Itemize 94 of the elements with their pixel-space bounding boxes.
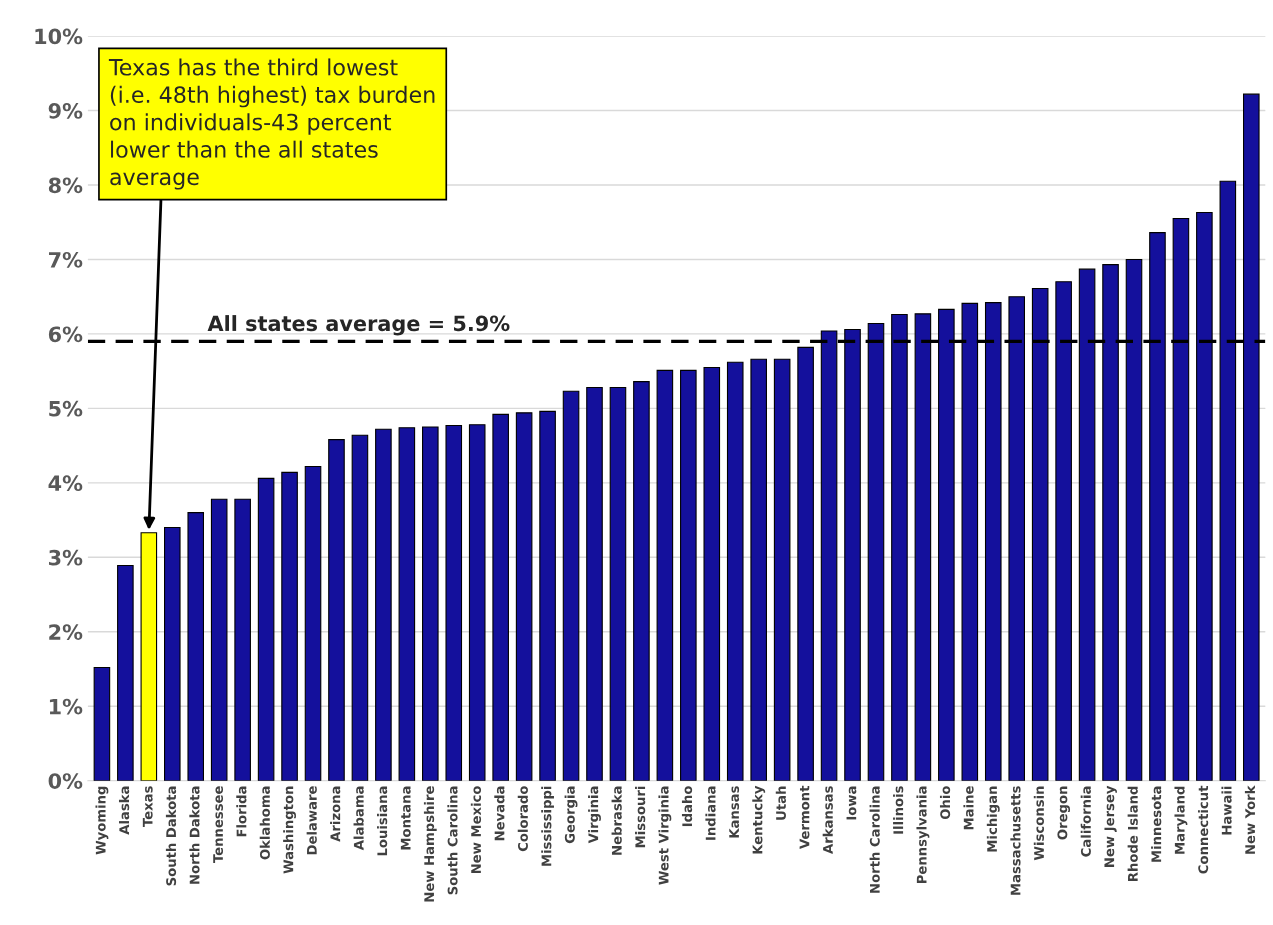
x-tick-label: Arizona [330,786,341,842]
x-tick-label: Oklahoma [259,786,270,860]
bar [163,526,181,781]
bar [750,358,767,781]
x-tick-label: Mississippi [541,786,554,866]
x-tick-label: Missouri [635,786,646,848]
y-tick-label: 9% [48,102,83,119]
bar [586,386,603,781]
y-tick-label: 5% [49,400,83,417]
x-tick-label: Nevada [494,786,505,841]
x-tick-label: New Hampshire [423,786,437,902]
x-tick-label: Indiana [705,786,716,840]
y-tick-label: 6% [48,326,83,343]
x-tick-label: Kentucky [752,785,766,854]
y-tick-label: 0% [48,773,83,789]
bar [351,434,369,781]
bar [680,369,697,781]
x-tick-label: Kansas [729,786,740,838]
x-tick-label: Washington [283,786,296,874]
x-tick-label: Maine [963,786,974,830]
ref-line-label: All states average = 5.9% [207,315,510,336]
x-tick-label: Pennsylvania [916,786,930,884]
x-tick-label: New Jersey [1104,785,1117,867]
x-tick-label: Oregon [1057,786,1071,840]
bar [93,666,111,781]
bar [656,369,674,781]
bar [797,346,814,781]
bar [609,386,627,781]
bar [187,512,205,781]
bar [234,498,251,781]
y-tick-label: 1% [49,698,83,715]
x-tick-label: New York [1244,785,1256,854]
bar [257,477,275,781]
x-tick-label: Alabama [353,786,364,851]
x-tick-label: Montana [400,786,411,850]
y-tick-label: 3% [49,549,83,566]
x-tick-label: Ohio [939,786,951,820]
x-tick-label: North Dakota [189,786,200,884]
x-tick-label: Maryland [1174,786,1188,854]
x-tick-label: Delaware [306,786,317,855]
bar [117,564,134,781]
y-tick-label: 4% [48,475,83,492]
bar [140,532,158,781]
bar [468,424,486,781]
bar [422,426,439,781]
bar [515,412,533,781]
x-tick-label: New Mexico [470,786,482,874]
x-tick-label: Idaho [681,786,693,827]
x-tick-label: Illinois [893,786,904,834]
y-tick-label: 8% [48,177,83,194]
bar [398,427,416,781]
y-tick-label: 2% [49,624,83,640]
x-tick-label: Florida [236,786,247,837]
x-tick-label: Michigan [986,786,1000,852]
bar [773,358,791,781]
x-tick-label: Wisconsin [1033,786,1045,861]
x-tick-label: Nebraska [611,786,622,855]
bar [562,390,580,781]
bar [492,413,509,781]
x-tick-label: Vermont [799,785,810,849]
x-tick-label: Utah [775,786,786,820]
x-tick-label: North Carolina [869,786,880,893]
x-tick-label: Alaska [118,786,130,835]
y-tick-label: 7% [49,251,83,268]
x-tick-label: Louisiana [377,786,388,856]
bar [304,465,322,781]
x-tick-label: Iowa [846,786,857,820]
x-tick-label: West Virginia [658,786,672,885]
x-tick-label: Colorado [517,786,528,852]
bar [703,366,721,781]
x-tick-label: California [1080,786,1091,857]
x-tick-label: Virginia [588,786,601,844]
x-tick-label: Arkansas [822,786,833,854]
bar [726,361,744,781]
x-tick-label: Tennessee [213,786,224,864]
bar [633,381,650,781]
x-tick-label: Minnesota [1151,786,1162,862]
bar [328,439,345,781]
x-tick-label: South Dakota [165,786,177,886]
x-tick-label: Texas [142,786,153,827]
x-tick-label: Rhode Island [1127,786,1138,881]
x-tick-label: Massachusetts [1010,786,1021,895]
annotation: Texas has the third lowest (i.e. 48th highest) tax burden on individuals-43 percent lower than the all states average [108,58,435,190]
bar [375,428,392,781]
x-tick-label: Wyoming [95,786,109,855]
bar [445,424,463,781]
bar [210,498,228,781]
bar [281,471,298,781]
x-tick-label: Connecticut [1197,785,1209,874]
y-tick-label: 10% [35,28,83,45]
x-tick-label: Hawaii [1221,786,1232,835]
bar [539,410,556,781]
x-tick-label: Georgia [564,786,578,844]
x-tick-label: South Carolina [447,786,458,895]
